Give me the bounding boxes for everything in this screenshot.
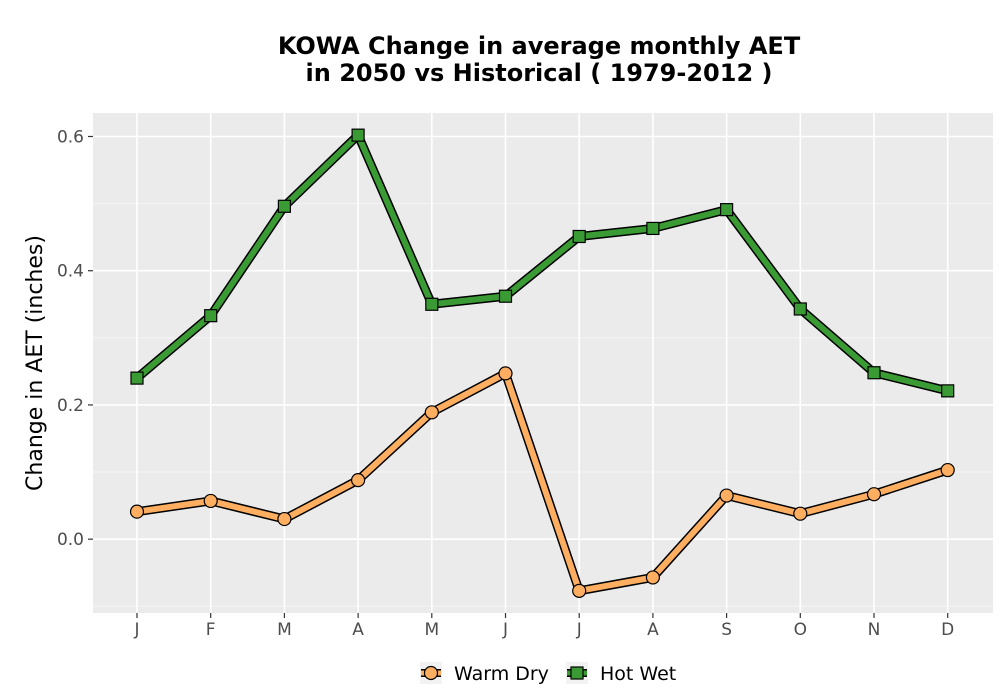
data-point xyxy=(204,309,218,323)
data-point xyxy=(572,583,587,598)
y-tick-label: 0.4 xyxy=(57,262,84,282)
x-tick-label: J xyxy=(502,620,508,640)
data-point xyxy=(498,366,513,381)
x-tick-label: M xyxy=(277,620,292,640)
x-tick-label: A xyxy=(352,620,364,640)
y-axis-ticks: 0.0 0.2 0.4 0.6 xyxy=(57,127,93,550)
data-point xyxy=(793,302,807,316)
x-tick-label: A xyxy=(647,620,659,640)
grid-lines xyxy=(93,113,993,613)
x-tick-label: O xyxy=(794,620,807,640)
data-point xyxy=(866,487,882,502)
plot-panel xyxy=(93,113,993,613)
data-point xyxy=(425,297,439,311)
x-tick-label: S xyxy=(721,620,732,640)
data-point xyxy=(424,405,439,420)
data-point xyxy=(130,371,144,385)
y-axis-title: Change in AET (inches) xyxy=(23,235,48,491)
data-point xyxy=(941,384,955,398)
y-tick-label: 0.2 xyxy=(57,396,84,416)
data-point xyxy=(719,203,734,217)
data-point xyxy=(646,221,660,236)
data-point xyxy=(129,504,145,519)
x-tick-label: J xyxy=(133,620,139,640)
y-tick-label: 0.6 xyxy=(57,127,84,147)
chart-title-line-2: in 2050 vs Historical ( 1979-2012 ) xyxy=(306,59,773,87)
legend-label: Hot Wet xyxy=(600,663,676,685)
chart-title-line-1: KOWA Change in average monthly AET xyxy=(278,32,801,60)
legend-item: Warm Dry xyxy=(420,662,549,685)
data-point xyxy=(498,289,513,303)
data-point xyxy=(351,128,365,142)
x-tick-label: F xyxy=(206,620,216,640)
series-line xyxy=(134,370,951,594)
data-point xyxy=(572,229,586,244)
series-lines xyxy=(129,128,955,598)
legend-key-marker xyxy=(423,665,439,681)
x-tick-label: N xyxy=(868,620,881,640)
data-point xyxy=(645,570,661,585)
legend-label: Warm Dry xyxy=(454,663,549,685)
series-warm-dry xyxy=(129,366,955,598)
x-tick-label: J xyxy=(576,620,582,640)
data-point xyxy=(719,488,734,503)
x-tick-label: M xyxy=(424,620,439,640)
legend: Warm Dry Hot Wet xyxy=(420,662,676,685)
legend-key-marker xyxy=(570,666,584,680)
series-hot-wet xyxy=(130,128,955,398)
data-point xyxy=(277,199,291,213)
data-point xyxy=(867,366,881,380)
data-point xyxy=(277,511,292,527)
data-point xyxy=(203,493,218,509)
x-tick-label: D xyxy=(941,620,954,640)
y-tick-label: 0.0 xyxy=(57,530,84,550)
data-point xyxy=(940,462,955,478)
series-line xyxy=(134,132,951,394)
data-point xyxy=(793,506,808,521)
legend-item: Hot Wet xyxy=(566,662,676,685)
data-point xyxy=(351,473,366,488)
